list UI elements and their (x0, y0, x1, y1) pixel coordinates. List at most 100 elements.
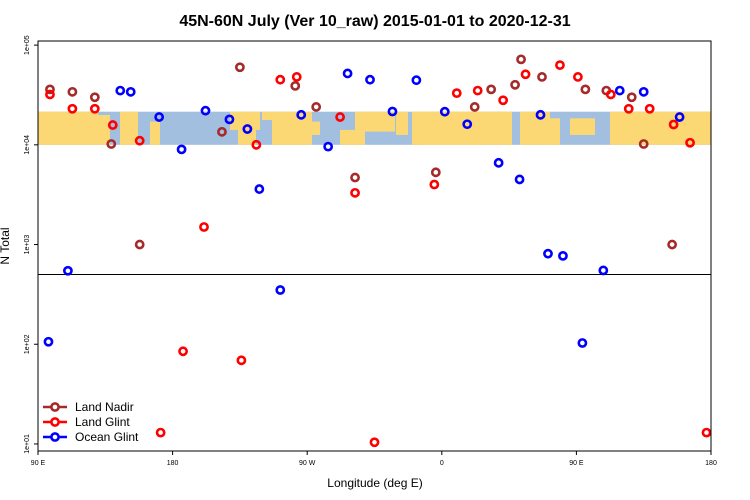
x-axis-label: Longitude (deg E) (327, 476, 422, 490)
data-point (236, 355, 247, 366)
data-point (644, 103, 655, 114)
chart-title: 45N-60N July (Ver 10_raw) 2015-01-01 to … (179, 13, 570, 30)
data-point (350, 187, 360, 198)
data-point (67, 103, 78, 114)
y-tick-label: 1e+04 (24, 135, 31, 155)
y-tick-label: 1e+01 (24, 434, 31, 454)
data-point (176, 144, 187, 155)
legend-label: Land Nadir (75, 400, 134, 414)
plot-frame (37, 40, 712, 452)
data-point (335, 112, 346, 122)
series-land-glint (45, 60, 712, 448)
land-patch (540, 118, 560, 145)
data-point (430, 167, 441, 178)
legend-marker (50, 402, 60, 412)
data-point (520, 69, 531, 80)
data-point (45, 89, 55, 100)
data-point (638, 86, 649, 97)
data-point (577, 338, 588, 348)
data-point (234, 62, 245, 73)
series-land-nadir (45, 54, 678, 250)
data-point (199, 222, 209, 232)
data-point (67, 86, 78, 97)
plot-area (37, 40, 712, 452)
data-point (558, 250, 568, 261)
data-point (451, 88, 462, 99)
data-point (605, 89, 616, 100)
data-point (63, 265, 73, 276)
data-point (369, 437, 380, 448)
data-point (200, 105, 211, 116)
data-point (580, 84, 591, 95)
data-point (472, 85, 483, 96)
x-tick-label: 90 E (31, 460, 46, 467)
land-patch (570, 118, 595, 135)
y-tick-label: 1e+02 (24, 334, 31, 354)
land-patch (262, 111, 312, 120)
land-patch (305, 121, 320, 135)
data-point (510, 79, 520, 90)
legend-label: Ocean Glint (75, 430, 139, 444)
data-point (701, 427, 712, 438)
data-point (598, 265, 609, 276)
land-patch (150, 121, 160, 145)
data-point (275, 285, 286, 295)
x-tick-label: 0 (440, 460, 444, 467)
data-point (296, 109, 307, 120)
map-band (38, 111, 711, 145)
x-tick-label: 180 (167, 460, 179, 467)
data-point (254, 184, 265, 194)
land-patch (230, 111, 260, 130)
series-ocean-glint (43, 68, 685, 348)
data-point (89, 103, 100, 114)
data-point (290, 81, 301, 91)
data-point (311, 102, 322, 112)
data-point (685, 137, 695, 148)
data-point (275, 74, 286, 85)
x-tick-label: 180 (705, 460, 717, 467)
data-point (486, 84, 497, 95)
data-point (555, 60, 565, 71)
data-point (514, 174, 525, 185)
x-tick-label: 90 W (299, 460, 316, 467)
data-point (667, 239, 678, 250)
data-point (623, 103, 634, 114)
data-point (154, 112, 165, 122)
data-point (323, 141, 334, 152)
data-point (134, 135, 145, 146)
data-points (43, 54, 712, 448)
data-point (462, 119, 473, 130)
data-point (614, 85, 625, 96)
legend-marker (50, 432, 60, 442)
y-axis-label: N Total (0, 227, 12, 264)
data-point (107, 120, 118, 130)
land-patch (355, 111, 395, 132)
data-point (350, 172, 360, 183)
legend-marker (50, 417, 60, 427)
land-patch (38, 111, 98, 145)
land-patch (420, 111, 480, 145)
data-point (411, 75, 422, 86)
data-point (543, 248, 553, 259)
data-point (387, 106, 398, 117)
data-point (242, 124, 253, 134)
data-point (469, 102, 480, 112)
data-point (125, 86, 136, 97)
data-point (217, 126, 227, 137)
land-patch (238, 128, 256, 145)
data-point (668, 119, 679, 130)
data-point (251, 139, 262, 150)
data-point (43, 336, 54, 347)
data-point (134, 239, 145, 250)
data-point (224, 114, 235, 125)
data-point (674, 112, 685, 122)
y-tick-label: 1e+03 (24, 235, 31, 255)
land-patch (610, 111, 660, 145)
data-point (638, 139, 649, 149)
data-point (537, 72, 547, 82)
x-tick-label: 90 E (569, 460, 584, 467)
data-point (89, 92, 100, 103)
land-patch (98, 115, 110, 145)
land-patch (396, 111, 408, 135)
